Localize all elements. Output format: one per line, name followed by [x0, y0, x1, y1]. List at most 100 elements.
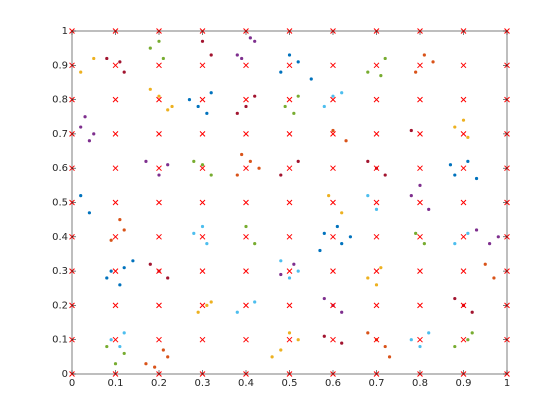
centroid-marker	[243, 199, 249, 206]
data-point	[209, 53, 213, 57]
centroid-marker	[156, 302, 162, 309]
data-point	[383, 173, 387, 177]
data-point	[409, 194, 413, 198]
data-point	[453, 344, 457, 349]
centroid-marker	[243, 131, 249, 137]
data-point	[418, 183, 422, 187]
data-point	[105, 344, 109, 349]
centroid-marker	[417, 233, 423, 240]
data-point	[105, 276, 109, 280]
data-point	[248, 159, 252, 163]
centroid-marker	[156, 199, 162, 206]
data-point	[166, 276, 170, 280]
data-point	[166, 355, 170, 359]
data-point	[327, 194, 331, 198]
centroid-marker	[417, 96, 423, 103]
data-point	[253, 94, 257, 98]
centroid-marker	[460, 268, 467, 274]
data-point	[366, 70, 370, 74]
data-point	[113, 362, 118, 366]
data-point	[335, 224, 339, 229]
data-point	[153, 365, 157, 369]
data-point	[470, 331, 474, 335]
x-tick-label: 0.9	[456, 378, 472, 389]
centroid-marker	[330, 268, 336, 274]
y-tick-label: 0.5	[52, 198, 68, 209]
y-tick-label: 0.4	[52, 232, 68, 243]
centroid-marker	[156, 62, 162, 69]
data-point	[205, 303, 209, 307]
centroid-marker	[417, 62, 423, 69]
data-point	[422, 242, 426, 246]
data-point	[209, 300, 213, 304]
data-point	[383, 344, 387, 349]
data-point	[466, 159, 470, 163]
centroid-marker	[460, 165, 467, 172]
data-point	[470, 310, 474, 314]
data-point	[192, 159, 196, 163]
centroid-marker	[243, 233, 249, 240]
centroid-marker	[156, 233, 162, 240]
data-point	[148, 262, 152, 266]
centroid-marker	[373, 302, 380, 309]
data-point	[235, 53, 239, 57]
data-point	[161, 348, 165, 352]
centroid-marker	[112, 302, 119, 309]
data-point	[474, 176, 479, 181]
data-point	[200, 224, 205, 229]
data-point	[148, 87, 152, 91]
centroid-marker	[286, 268, 293, 274]
data-point	[144, 362, 148, 366]
data-point	[292, 262, 296, 266]
x-tick-label: 0	[69, 378, 75, 389]
centroid-marker	[460, 96, 467, 103]
centroid-marker	[373, 165, 380, 172]
data-point	[496, 235, 500, 239]
x-tick-label: 0.7	[369, 378, 385, 389]
x-tick-label: 0.8	[412, 378, 428, 389]
data-point	[196, 104, 200, 109]
centroid-marker	[286, 131, 293, 137]
data-point	[292, 111, 296, 115]
centroid-marker	[460, 336, 467, 343]
centroid-marker	[199, 199, 206, 206]
data-point	[257, 166, 261, 170]
centroid-marker	[417, 165, 423, 172]
data-point	[340, 91, 344, 95]
data-point	[296, 269, 300, 273]
y-tick-label: 0.1	[52, 335, 68, 346]
data-point	[279, 348, 283, 352]
x-tick-label: 0.6	[325, 378, 341, 389]
centroid-marker	[286, 96, 293, 103]
data-point	[427, 207, 431, 211]
data-point	[253, 242, 257, 246]
data-point	[488, 242, 492, 246]
x-tick-label: 0.1	[108, 378, 124, 389]
centroid-marker	[330, 336, 336, 343]
y-tick-label: 0.3	[52, 266, 68, 277]
centroid-marker	[112, 199, 119, 206]
centroid-marker	[156, 165, 162, 172]
data-point	[79, 125, 83, 129]
data-point	[287, 53, 292, 57]
data-point	[322, 231, 326, 235]
centroid-marker	[460, 199, 467, 206]
centroid-marker	[373, 199, 380, 206]
centroid-marker	[199, 302, 206, 309]
y-tick-label: 0.2	[52, 300, 68, 311]
centroid-marker	[417, 199, 423, 206]
data-point	[427, 331, 431, 335]
data-point	[344, 139, 348, 143]
x-tick-label: 0.5	[282, 378, 298, 389]
centroid-marker	[417, 336, 423, 343]
data-point	[379, 266, 383, 270]
data-point	[283, 104, 287, 109]
data-point	[92, 56, 96, 61]
data-point	[409, 338, 413, 342]
x-tick-label: 0.3	[195, 378, 211, 389]
data-point	[240, 152, 244, 157]
data-point	[148, 46, 152, 50]
centroid-marker	[460, 131, 467, 137]
data-point	[414, 70, 418, 74]
data-point	[279, 173, 283, 177]
